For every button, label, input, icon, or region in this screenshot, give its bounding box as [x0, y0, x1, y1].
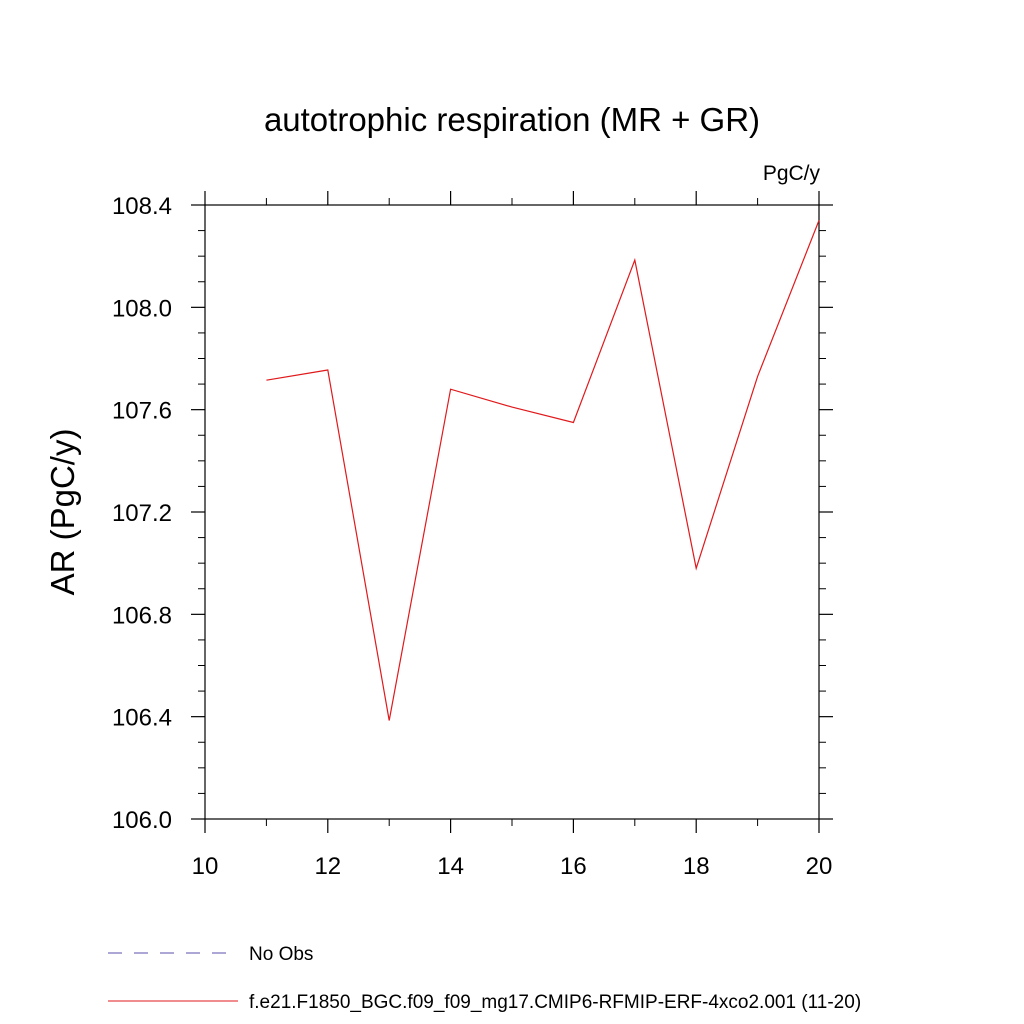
- y-axis-ticks: [191, 204, 833, 820]
- y-tick-label: 106.0: [112, 807, 172, 834]
- y-axis-tick-labels: 106.0 106.4 106.8 107.2 107.6 108.0 108.4: [112, 193, 172, 834]
- y-tick-label: 106.8: [112, 602, 172, 629]
- y-tick-label: 107.6: [112, 398, 172, 425]
- y-tick-label: 107.2: [112, 500, 172, 527]
- x-tick-label: 10: [192, 853, 219, 880]
- series-line: [266, 220, 820, 721]
- plot-frame: [204, 204, 820, 820]
- chart-title: autotrophic respiration (MR + GR): [264, 101, 760, 138]
- x-axis-tick-labels: 10 12 14 16 18 20: [192, 853, 833, 880]
- x-tick-label: 12: [314, 853, 341, 880]
- y-tick-label: 108.0: [112, 295, 172, 322]
- y-axis-label: AR (PgC/y): [44, 429, 81, 596]
- legend: No Obs f.e21.F1850_BGC.f09_f09_mg17.CMIP…: [108, 944, 861, 1013]
- y-tick-label: 106.4: [112, 705, 172, 732]
- x-tick-label: 14: [437, 853, 464, 880]
- series-layer: [266, 220, 820, 721]
- x-tick-label: 16: [560, 853, 587, 880]
- y-tick-label: 108.4: [112, 193, 172, 220]
- x-tick-label: 20: [806, 853, 833, 880]
- legend-label-run: f.e21.F1850_BGC.f09_f09_mg17.CMIP6-RFMIP…: [249, 992, 861, 1013]
- legend-label-no-obs: No Obs: [249, 944, 313, 965]
- x-axis-ticks: [204, 191, 820, 833]
- units-label: PgC/y: [763, 162, 821, 185]
- x-tick-label: 18: [683, 853, 710, 880]
